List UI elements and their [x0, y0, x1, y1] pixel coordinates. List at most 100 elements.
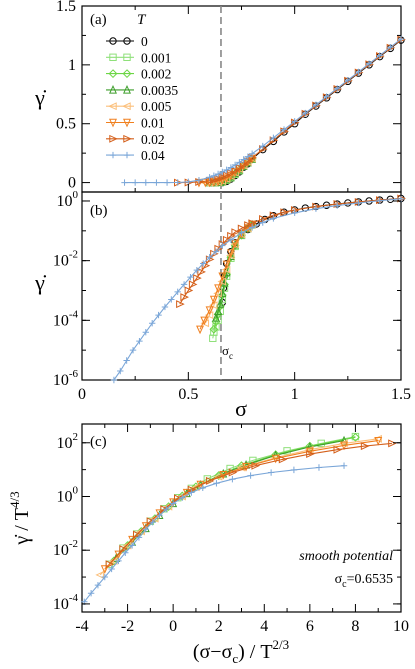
data-point-0.02 — [388, 439, 397, 448]
y-tick-label: 10-2 — [53, 538, 78, 559]
data-point-0.04 — [135, 534, 143, 541]
data-point-0.02 — [214, 244, 223, 253]
data-point-0.04 — [155, 311, 162, 319]
panel-c-xlabel: (σ−σc) / T2/3 — [193, 637, 289, 666]
data-point-0.04 — [223, 166, 230, 174]
data-point-0.04 — [153, 179, 160, 186]
annotation-sigma-c-value: σc=0.6535 — [335, 572, 393, 590]
data-point-0.02 — [306, 450, 315, 459]
series-0.002 — [109, 432, 360, 566]
data-point-0.002 — [109, 556, 119, 566]
data-point-0.04 — [169, 500, 177, 507]
data-point-0.02 — [218, 173, 228, 182]
legend-marker — [109, 134, 118, 143]
data-point-0.04 — [397, 35, 405, 43]
panel-a-label: (a) — [90, 12, 107, 28]
data-point-0.02 — [222, 171, 232, 180]
series-0.04 — [110, 195, 405, 384]
data-point-0.01 — [214, 284, 223, 294]
series-0.02 — [105, 439, 397, 569]
legend-label: 0 — [141, 34, 148, 49]
data-point-0.01 — [271, 454, 280, 464]
legend-marker — [109, 53, 117, 61]
data-point-0.02 — [333, 445, 343, 454]
data-point-0.002 — [209, 324, 219, 334]
data-point-0.04 — [227, 236, 235, 243]
series-line-0.001 — [108, 436, 356, 565]
data-point-0.02 — [280, 208, 289, 217]
data-point-0.0035 — [214, 306, 223, 316]
data-point-0.01 — [196, 325, 205, 335]
series-line-0.002 — [113, 436, 356, 562]
data-point-0.04 — [187, 273, 194, 281]
data-point-0.01 — [226, 249, 235, 258]
data-point-0.0035 — [220, 277, 229, 287]
series-0.02 — [174, 35, 406, 187]
data-point-0.04 — [227, 164, 235, 171]
data-point-0.04 — [259, 142, 266, 150]
data-point-0.02 — [251, 461, 261, 470]
data-point-0.04 — [290, 466, 298, 474]
data-point-0.04 — [315, 464, 323, 471]
panel-c-ylabel-main: γ̇ / T — [11, 508, 33, 546]
data-point-0.01 — [128, 535, 137, 545]
data-point-0.04 — [149, 519, 156, 526]
legend-marker — [123, 37, 131, 45]
data-point-0.02 — [184, 286, 194, 295]
data-point-0.04 — [110, 376, 118, 384]
y-tick-label: 1 — [68, 57, 76, 74]
data-point-0.04 — [229, 476, 236, 483]
series-0 — [218, 194, 405, 307]
data-point-0.002 — [351, 432, 360, 442]
data-point-0.02 — [235, 163, 245, 172]
data-point-0.04 — [199, 484, 206, 492]
legend-marker — [123, 151, 131, 159]
data-point-0.01 — [231, 239, 240, 249]
panel-b-xlabel: σ — [235, 396, 247, 421]
x-tick-label: 6 — [306, 618, 314, 635]
legend-marker — [109, 85, 117, 94]
data-point-0.02 — [222, 235, 232, 244]
data-point-0.02 — [278, 455, 288, 464]
data-point-0.01 — [340, 441, 349, 451]
data-point-0.04 — [334, 202, 341, 209]
series-0.02 — [176, 194, 406, 309]
legend-label: 0.0035 — [141, 83, 178, 98]
legend-marker — [108, 69, 118, 79]
data-point-0.02 — [228, 468, 238, 477]
series-line-0 — [221, 197, 402, 303]
data-point-0.04 — [248, 224, 256, 231]
x-tick-label: 1 — [291, 386, 299, 403]
data-point-0.04 — [270, 134, 277, 142]
data-point-0.04 — [121, 179, 128, 186]
series-0.001 — [105, 432, 360, 568]
data-point-0.01 — [222, 260, 231, 270]
legend-item-0.001: 0.001 — [106, 50, 171, 65]
data-point-0.04 — [376, 197, 383, 204]
data-point-0.01 — [209, 295, 218, 305]
data-point-0.04 — [302, 109, 309, 117]
legend-marker — [122, 69, 132, 79]
legend-item-0.005: 0.005 — [106, 99, 172, 114]
series-line-0.0035 — [115, 440, 345, 559]
data-point-0.01 — [141, 522, 150, 531]
data-point-0.04 — [291, 118, 298, 125]
data-point-0.04 — [376, 52, 383, 59]
data-point-0.04 — [236, 159, 243, 166]
data-point-0.04 — [163, 505, 170, 513]
data-point-0.02 — [105, 560, 115, 569]
data-point-0.02 — [119, 545, 128, 554]
legend-marker — [109, 118, 117, 128]
legend-marker — [123, 118, 131, 128]
y-tick-label: 100 — [57, 189, 79, 210]
data-point-0.04 — [142, 329, 149, 336]
data-point-0.01 — [100, 565, 109, 574]
data-point-0.04 — [200, 260, 207, 267]
data-point-0.04 — [280, 126, 288, 133]
data-point-0.01 — [218, 272, 227, 282]
x-tick-label: 2 — [215, 618, 223, 635]
legend-marker — [109, 151, 117, 159]
data-point-0.04 — [344, 76, 352, 84]
